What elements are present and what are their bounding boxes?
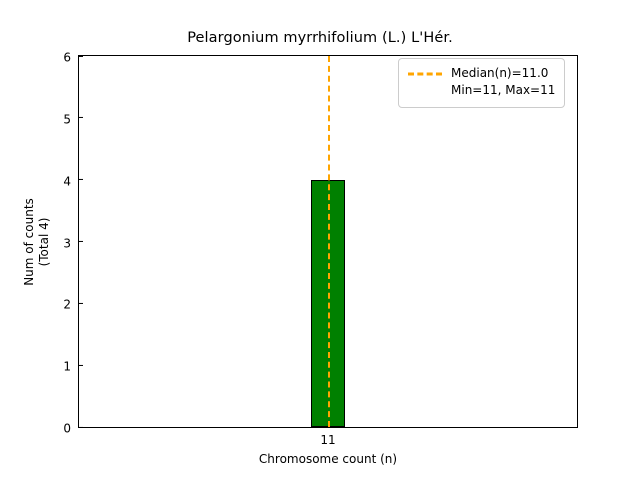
x-tick-label-11: 11 <box>320 433 336 447</box>
y-axis-label-line2: (Total 4) <box>37 217 52 266</box>
legend-text: Median(n)=11.0 Min=11, Max=11 <box>451 65 555 100</box>
y-tick-2: 2 <box>63 294 83 313</box>
y-tick-label-2: 2 <box>63 297 71 312</box>
median-line <box>328 56 330 427</box>
chart-title: Pelargonium myrrhifolium (L.) L'Hér. <box>187 30 453 46</box>
y-tick-label-6: 6 <box>63 50 71 65</box>
bar-count-11 <box>311 179 345 427</box>
y-tick-3: 3 <box>63 232 83 251</box>
legend-median-swatch-icon <box>408 65 442 82</box>
y-tick-label-0: 0 <box>63 421 71 436</box>
y-tick-mark-1 <box>79 364 83 366</box>
y-axis-label-line1: Num of counts <box>22 197 37 286</box>
legend-label-median: Median(n)=11.0 <box>451 66 549 80</box>
y-tick-mark-0 <box>79 426 83 428</box>
plot-axes: 0 1 2 3 4 5 6 11 <box>63 51 578 447</box>
y-tick-1: 1 <box>63 356 83 375</box>
y-tick-mark-2 <box>79 302 83 304</box>
chart-legend: Median(n)=11.0 Min=11, Max=11 <box>398 58 566 108</box>
y-tick-4: 4 <box>63 170 83 189</box>
y-tick-0: 0 <box>63 418 83 437</box>
y-axis-label: Num of counts (Total 4) <box>22 55 52 428</box>
plot-area <box>79 56 577 427</box>
y-tick-mark-5 <box>79 117 83 119</box>
y-tick-mark-6 <box>79 55 83 57</box>
x-axis-label: Chromosome count (n) <box>258 452 398 466</box>
y-tick-label-3: 3 <box>63 236 71 250</box>
y-tick-mark-4 <box>79 179 83 181</box>
x-tick-11: 11 <box>320 423 336 447</box>
y-tick-mark-3 <box>79 240 83 243</box>
y-tick-label-4: 4 <box>63 174 71 189</box>
y-tick-label-1: 1 <box>63 359 71 374</box>
y-tick-label-5: 5 <box>63 112 71 127</box>
y-tick-5: 5 <box>63 108 83 127</box>
y-tick-6: 6 <box>63 47 83 66</box>
legend-label-minmax: Min=11, Max=11 <box>451 83 556 98</box>
